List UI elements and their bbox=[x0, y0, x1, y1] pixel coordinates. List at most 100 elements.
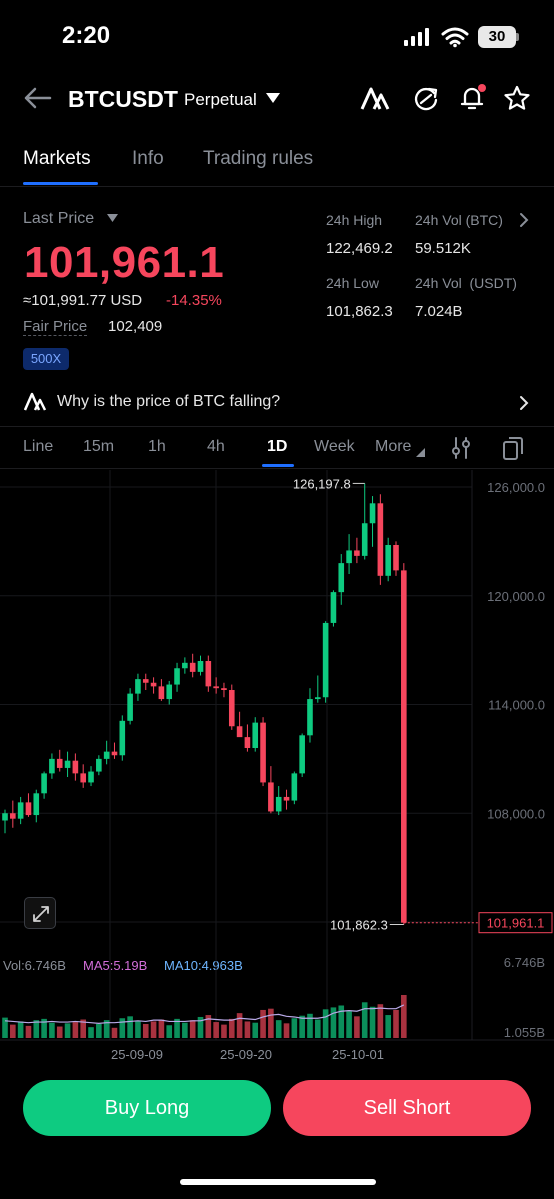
candle-body bbox=[205, 661, 212, 687]
volume-bar bbox=[72, 1022, 79, 1038]
candle-body bbox=[299, 735, 305, 774]
volume-bar bbox=[135, 1020, 141, 1038]
interval-more[interactable]: More bbox=[375, 438, 412, 455]
candle-body bbox=[80, 773, 86, 783]
volume-bar bbox=[88, 1027, 94, 1038]
volume-top-label: 6.746B bbox=[504, 955, 545, 970]
back-arrow-icon[interactable] bbox=[22, 86, 52, 110]
expand-icon bbox=[33, 906, 49, 922]
candle-body bbox=[315, 697, 321, 700]
candle-body bbox=[260, 722, 266, 783]
volume-bar bbox=[41, 1018, 47, 1038]
refresh-icon[interactable] bbox=[412, 86, 440, 112]
volume-bar bbox=[205, 1015, 212, 1038]
caret-down-icon[interactable] bbox=[106, 213, 119, 223]
price-change-percent: -14.35% bbox=[166, 292, 222, 309]
volume-bar bbox=[111, 1027, 118, 1038]
battery-indicator: 30 bbox=[478, 26, 516, 48]
interval-line[interactable]: Line bbox=[23, 438, 54, 455]
low-marker-label: 101,862.3 bbox=[330, 917, 388, 932]
fair-price-label[interactable]: Fair Price bbox=[23, 318, 88, 336]
tab-trading-rules[interactable]: Trading rules bbox=[203, 148, 314, 169]
candle-body bbox=[197, 661, 204, 672]
wifi-icon bbox=[441, 27, 469, 48]
volume-bar bbox=[228, 1018, 235, 1038]
x-tick-label: 25-09-20 bbox=[220, 1047, 272, 1062]
tab-info[interactable]: Info bbox=[132, 148, 164, 169]
sell-short-button[interactable]: Sell Short bbox=[283, 1080, 531, 1136]
volume-bar bbox=[275, 1020, 282, 1038]
volume-bar bbox=[236, 1013, 243, 1038]
interval-1h[interactable]: 1h bbox=[148, 438, 166, 455]
volume-bar bbox=[268, 1008, 274, 1038]
volume-ma10: MA10:4.963B bbox=[164, 958, 243, 973]
stat-vol-usdt-value: 7.024B bbox=[415, 303, 463, 320]
candle-body bbox=[213, 686, 219, 689]
candle-body bbox=[10, 813, 16, 819]
cellular-signal-icon bbox=[404, 28, 432, 46]
fullscreen-button[interactable] bbox=[24, 897, 56, 929]
buy-long-button[interactable]: Buy Long bbox=[23, 1080, 271, 1136]
stat-vol-btc-label: 24h Vol (BTC) bbox=[415, 212, 503, 228]
interval-4h[interactable]: 4h bbox=[207, 438, 225, 455]
interval-15m[interactable]: 15m bbox=[83, 438, 115, 455]
candle-body bbox=[25, 802, 32, 816]
ai-icon[interactable] bbox=[360, 86, 392, 112]
volume-bar bbox=[119, 1018, 126, 1038]
candle-body bbox=[268, 782, 274, 812]
current-price-tag bbox=[478, 912, 553, 934]
volume-chart: 6.746B 1.055B 25-09-09 25-09-20 25-10-01 bbox=[0, 950, 554, 1062]
candle-body bbox=[275, 796, 282, 812]
volume-bar bbox=[64, 1023, 71, 1038]
candle-body bbox=[252, 722, 259, 748]
volume-bar bbox=[401, 995, 407, 1038]
volume-bar bbox=[377, 1004, 384, 1038]
stat-low-label: 24h Low bbox=[326, 275, 379, 291]
candle-body bbox=[369, 503, 376, 524]
volume-bar bbox=[127, 1016, 133, 1038]
volume-bar bbox=[346, 1011, 352, 1038]
volume-bar bbox=[166, 1025, 173, 1038]
chart-mode-icon[interactable] bbox=[502, 435, 524, 461]
candlestick-chart[interactable]: 126,000.0120,000.0114,000.0108,000.0102,… bbox=[0, 470, 554, 950]
volume-bar bbox=[354, 1016, 360, 1038]
volume-ma-line bbox=[4, 1004, 405, 1024]
volume-bar bbox=[291, 1018, 298, 1038]
home-indicator bbox=[180, 1179, 376, 1185]
volume-bar bbox=[369, 1006, 376, 1038]
contract-type[interactable]: Perpetual bbox=[184, 90, 257, 109]
interval-1d[interactable]: 1D bbox=[267, 438, 288, 455]
volume-bar bbox=[315, 1019, 321, 1038]
last-price-label[interactable]: Last Price bbox=[23, 210, 95, 227]
volume-bar bbox=[174, 1018, 180, 1038]
candle-body bbox=[64, 760, 71, 768]
leverage-badge: 500X bbox=[23, 348, 69, 370]
volume-bar bbox=[338, 1005, 345, 1038]
ai-question-banner[interactable]: Why is the price of BTC falling? bbox=[0, 388, 554, 418]
volume-bar bbox=[322, 1009, 329, 1038]
caret-down-icon[interactable] bbox=[265, 92, 281, 104]
candle-body bbox=[17, 802, 24, 819]
candle-body bbox=[291, 773, 298, 801]
volume-bar bbox=[307, 1013, 313, 1038]
pair-symbol[interactable]: BTCUSDT bbox=[68, 86, 178, 112]
indicator-settings-icon[interactable] bbox=[450, 436, 472, 460]
interval-week[interactable]: Week bbox=[314, 438, 355, 455]
bell-icon[interactable] bbox=[458, 82, 488, 112]
volume-bar bbox=[10, 1024, 16, 1038]
star-icon[interactable] bbox=[503, 85, 531, 111]
volume-value: Vol:6.746B bbox=[3, 958, 66, 973]
volume-bar bbox=[158, 1019, 165, 1038]
volume-bar bbox=[17, 1021, 24, 1038]
candle-body bbox=[49, 758, 55, 774]
candle-body bbox=[33, 793, 40, 816]
ai-question-text: Why is the price of BTC falling? bbox=[57, 393, 281, 410]
candle-body bbox=[150, 682, 157, 687]
candle-body bbox=[338, 563, 345, 593]
chevron-right-icon[interactable] bbox=[519, 212, 529, 228]
volume-bar bbox=[299, 1015, 305, 1038]
tab-markets[interactable]: Markets bbox=[23, 148, 91, 169]
more-caret-icon[interactable] bbox=[416, 448, 425, 457]
chevron-right-icon bbox=[520, 396, 529, 410]
candle-body bbox=[385, 545, 391, 576]
